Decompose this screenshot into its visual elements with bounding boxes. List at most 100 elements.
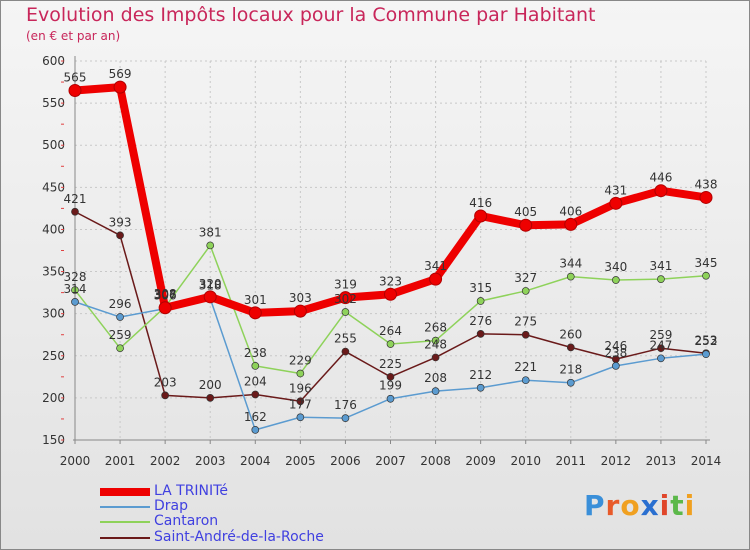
data-point	[476, 297, 485, 305]
data-point	[519, 218, 533, 232]
data-label: 221	[514, 360, 537, 374]
data-label: 255	[334, 332, 357, 346]
data-label: 438	[695, 177, 718, 191]
data-point	[296, 397, 305, 406]
data-point	[251, 390, 260, 399]
legend-item-drap: Drap	[100, 498, 360, 515]
legend-label: LA TRINITé	[154, 483, 228, 499]
data-point	[68, 83, 82, 97]
data-label: 225	[379, 357, 402, 371]
data-label: 238	[244, 346, 267, 360]
data-label: 238	[604, 346, 627, 360]
x-tick-label: 2005	[285, 454, 316, 468]
data-label: 275	[514, 315, 537, 329]
data-label: 196	[289, 381, 312, 395]
data-label: 276	[469, 314, 492, 328]
legend-swatch	[100, 521, 150, 523]
data-point	[431, 336, 440, 345]
data-point	[384, 287, 397, 301]
y-tick-label: 150	[42, 433, 65, 447]
data-point	[71, 298, 79, 306]
data-point	[341, 347, 350, 356]
data-label: 314	[64, 282, 87, 296]
data-label: 328	[64, 270, 87, 284]
data-label: 162	[244, 410, 267, 424]
x-tick-label: 2001	[105, 454, 136, 468]
data-label: 177	[289, 397, 312, 411]
data-label: 264	[379, 324, 402, 338]
y-tick-label: 600	[42, 54, 65, 68]
data-label: 204	[244, 375, 267, 389]
data-label: 199	[379, 379, 402, 393]
legend-swatch	[100, 488, 150, 496]
data-label: 308	[154, 287, 177, 301]
data-point	[341, 308, 350, 316]
data-label: 212	[469, 368, 492, 382]
x-tick-label: 2004	[240, 454, 271, 468]
data-point	[296, 369, 305, 378]
data-label: 306	[154, 289, 177, 303]
data-point	[203, 290, 217, 304]
data-point	[654, 184, 668, 198]
data-label: 345	[695, 256, 718, 270]
data-point	[251, 426, 260, 434]
data-label: 381	[199, 225, 222, 239]
legend-item-cantaron: Cantaron	[100, 513, 360, 530]
data-label: 340	[604, 260, 627, 274]
data-point	[431, 353, 440, 362]
data-label: 200	[199, 378, 222, 392]
data-point	[609, 196, 623, 210]
data-point	[702, 271, 710, 280]
legend-swatch	[100, 537, 150, 539]
data-label: 320	[199, 277, 222, 291]
legend-label: Cantaron	[154, 513, 219, 529]
data-point	[476, 330, 485, 338]
data-point	[699, 190, 713, 204]
data-label: 446	[649, 171, 672, 185]
y-tick-label: 550	[42, 96, 65, 110]
data-label: 301	[244, 293, 267, 307]
data-point	[251, 362, 260, 370]
data-label: 260	[559, 327, 582, 341]
data-label: 253	[695, 333, 718, 347]
data-point	[71, 207, 79, 216]
x-tick-label: 2011	[556, 454, 587, 468]
y-tick-label: 450	[42, 180, 65, 194]
data-label: 319	[334, 278, 357, 292]
data-label: 344	[559, 257, 582, 271]
data-point	[116, 313, 124, 321]
data-label: 416	[469, 196, 492, 210]
data-point	[476, 383, 485, 392]
data-point	[206, 241, 215, 250]
data-label: 303	[289, 291, 312, 305]
data-label: 405	[514, 205, 537, 219]
data-point	[474, 209, 488, 223]
data-label: 406	[559, 204, 582, 218]
y-tick-label: 500	[42, 138, 65, 152]
data-label: 229	[289, 353, 312, 367]
data-label: 176	[334, 398, 357, 412]
x-tick-label: 2010	[510, 454, 541, 468]
data-point	[116, 344, 124, 353]
data-point	[564, 217, 578, 231]
data-point	[296, 413, 305, 422]
data-point	[338, 291, 352, 305]
y-tick-label: 400	[42, 222, 65, 236]
x-tick-label: 2009	[465, 454, 496, 468]
data-point	[386, 372, 395, 381]
x-tick-label: 2012	[601, 454, 632, 468]
data-label: 431	[604, 183, 627, 197]
data-point	[521, 330, 530, 339]
legend-label: Saint-André-de-la-Roche	[154, 529, 324, 545]
x-tick-label: 2003	[195, 454, 226, 468]
y-tick-label: 250	[42, 349, 65, 363]
data-label: 327	[514, 271, 537, 285]
data-point	[161, 391, 169, 400]
data-label: 302	[334, 292, 357, 306]
data-point	[341, 414, 350, 422]
data-label: 259	[649, 328, 672, 342]
data-label: 208	[424, 371, 447, 385]
data-label: 318	[199, 279, 222, 293]
data-label: 341	[649, 259, 672, 273]
